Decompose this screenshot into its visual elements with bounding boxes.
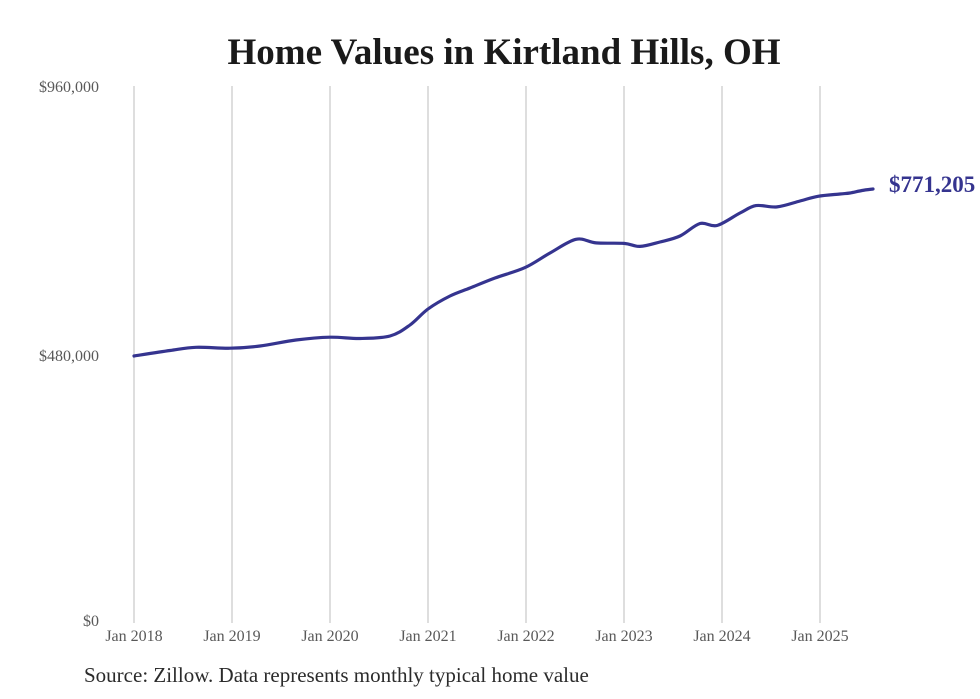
svg-text:Jan 2018: Jan 2018 [105, 628, 162, 645]
svg-text:Jan 2022: Jan 2022 [497, 628, 554, 645]
svg-text:$771,205: $771,205 [889, 172, 975, 197]
svg-text:Jan 2024: Jan 2024 [693, 628, 750, 645]
svg-text:$960,000: $960,000 [39, 79, 99, 96]
svg-text:Jan 2020: Jan 2020 [301, 628, 358, 645]
svg-text:Jan 2023: Jan 2023 [595, 628, 652, 645]
svg-text:Jan 2025: Jan 2025 [791, 628, 848, 645]
svg-text:$480,000: $480,000 [39, 348, 99, 365]
svg-text:Jan 2021: Jan 2021 [399, 628, 456, 645]
svg-text:$0: $0 [83, 613, 99, 630]
svg-text:Jan 2019: Jan 2019 [203, 628, 260, 645]
